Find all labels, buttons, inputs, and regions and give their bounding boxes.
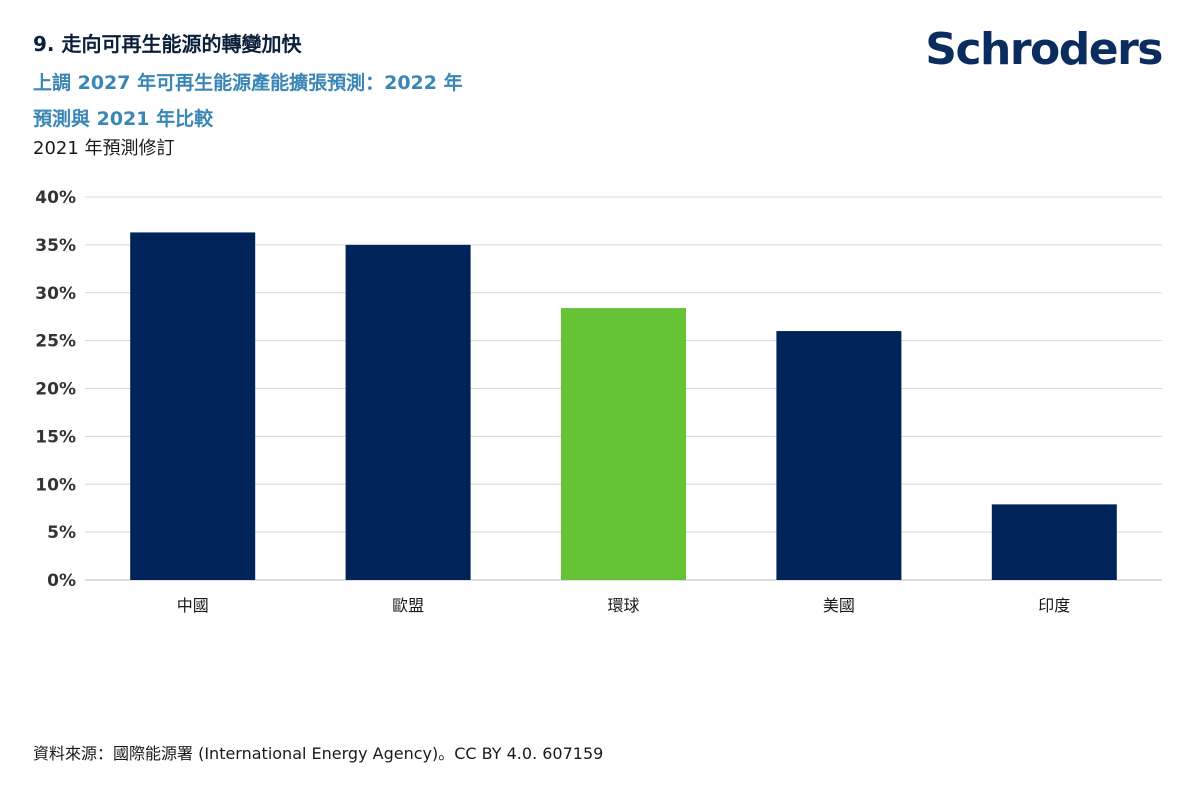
x-tick-label: 美國 (823, 596, 855, 615)
chart-subtitle-line2: 預測與 2021 年比較 (33, 108, 214, 130)
y-tick-label: 35% (35, 236, 76, 256)
series-label: 2021 年預測修訂 (33, 138, 175, 159)
bar-chart: 0% 5% 10% 15% 20% 25% 30% 35% 40% 中國 歐盟 環球 美國 印度 (35, 188, 1162, 615)
x-tick-label: 印度 (1038, 596, 1070, 615)
x-tick-label: 中國 (177, 596, 209, 615)
schroders-logo: Schroders (925, 24, 1163, 75)
y-tick-label: 25% (35, 332, 76, 352)
y-tick-label: 30% (35, 284, 76, 304)
x-tick-label: 歐盟 (392, 596, 424, 615)
bar (991, 504, 1117, 580)
bar (561, 308, 686, 580)
y-tick-label: 15% (35, 427, 76, 447)
y-tick-label: 0% (47, 571, 76, 591)
source-note: 資料來源：國際能源署 (International Energy Agency)… (33, 744, 604, 763)
bar (130, 232, 256, 581)
chart-subtitle-line1: 上調 2027 年可再生能源產能擴張預測：2022 年 (33, 72, 463, 94)
chart-title: 9. 走向可再生能源的轉變加快 (33, 32, 302, 56)
y-tick-label: 40% (35, 188, 76, 208)
bar (345, 244, 471, 580)
x-tick-label: 環球 (607, 596, 639, 615)
y-tick-label: 20% (35, 380, 76, 400)
y-tick-label: 5% (47, 523, 76, 543)
y-tick-label: 10% (35, 475, 76, 495)
bar (776, 331, 902, 580)
